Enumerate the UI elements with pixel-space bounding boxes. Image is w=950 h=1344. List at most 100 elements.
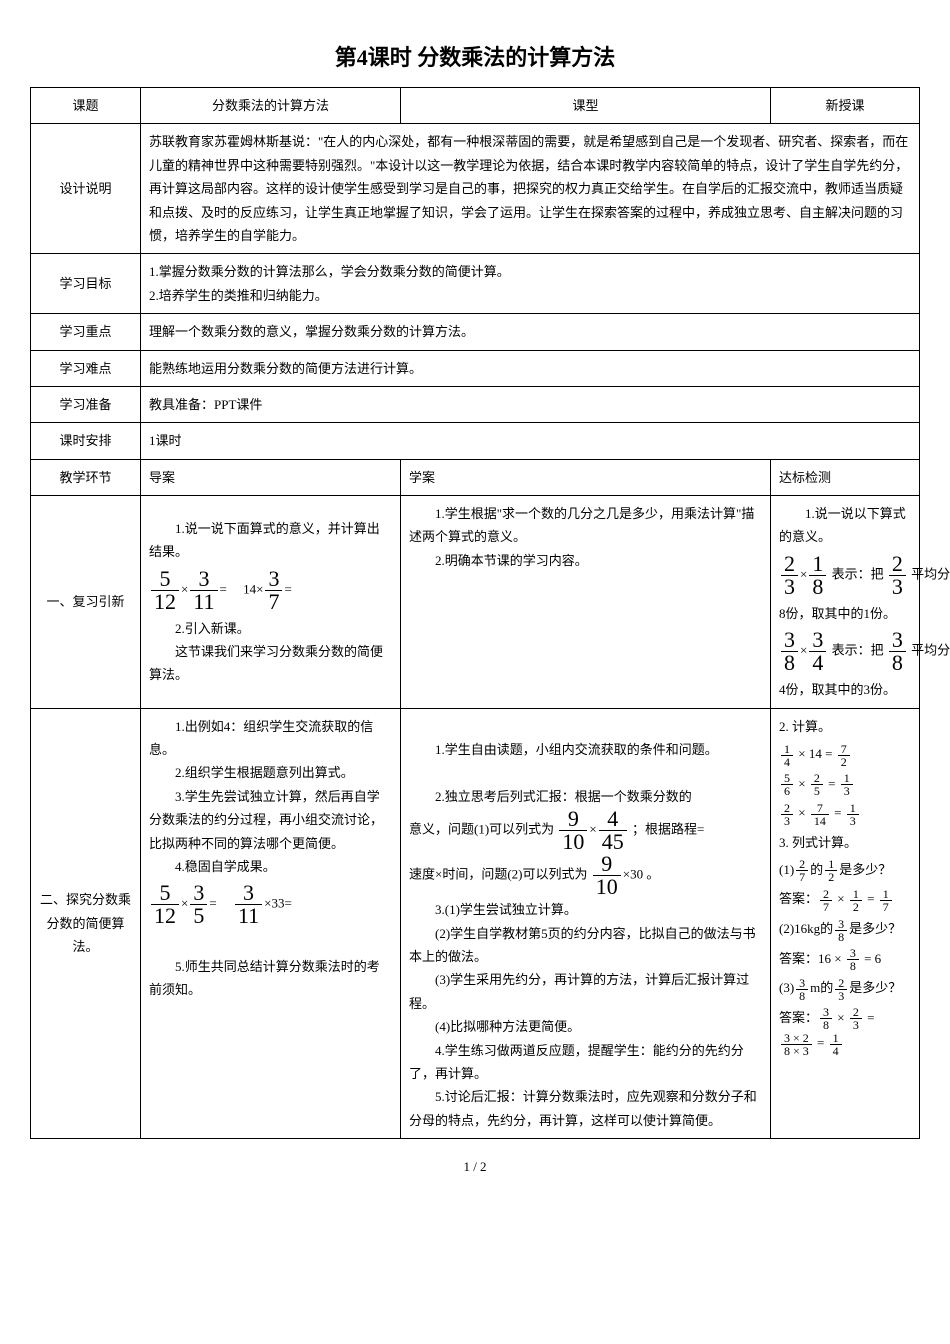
- fraction: 27: [796, 858, 808, 883]
- text-line: 1.学生自由读题，小组内交流获取的条件和问题。: [409, 738, 762, 761]
- fraction: 23: [781, 553, 798, 598]
- fraction: 38: [820, 1006, 832, 1031]
- difficulty-content: 能熟练地运用分数乘分数的简便方法进行计算。: [141, 350, 920, 386]
- table-row: 学习难点 能熟练地运用分数乘分数的简便方法进行计算。: [31, 350, 920, 386]
- table-row: 学习重点 理解一个数乘分数的意义，掌握分数乘分数的计算方法。: [31, 314, 920, 350]
- section2-xueAn: 1.学生自由读题，小组内交流获取的条件和问题。 2.独立思考后列式汇报：根据一个…: [401, 708, 771, 1138]
- text-line: 2. 计算。: [779, 715, 911, 738]
- text-line: 2.组织学生根据题意列出算式。: [149, 761, 392, 784]
- table-row: 教学环节 导案 学案 达标检测: [31, 459, 920, 495]
- text-line: (4)比拟哪种方法更简便。: [409, 1015, 762, 1038]
- section2-daoAn: 1.出例如4：组织学生交流获取的信息。 2.组织学生根据题意列出算式。 3.学生…: [141, 708, 401, 1138]
- text-line: 5.师生共同总结计算分数乘法时的考前须知。: [149, 955, 392, 1002]
- fraction: 38: [796, 977, 808, 1002]
- section2-label: 二、探究分数乘分数的简便算法。: [31, 708, 141, 1138]
- question: (1)27的12是多少？: [779, 858, 911, 884]
- lesson-plan-table: 课题 分数乘法的计算方法 课型 新授课 设计说明 苏联教育家苏霍姆林斯基说："在…: [30, 87, 920, 1139]
- type-label: 课型: [401, 88, 771, 124]
- fraction: 38: [847, 947, 859, 972]
- page-title: 第4课时 分数乘法的计算方法: [30, 40, 920, 72]
- fraction: 910: [593, 853, 621, 898]
- answer: 答案：38 × 23 = 3 × 28 × 3 = 14: [779, 1006, 911, 1057]
- fraction: 714: [811, 802, 829, 827]
- fraction: 56: [781, 772, 793, 797]
- fraction: 13: [841, 772, 853, 797]
- fraction: 910: [559, 808, 587, 853]
- topic-value: 分数乘法的计算方法: [141, 88, 401, 124]
- design-label: 设计说明: [31, 124, 141, 254]
- text-line: 4份，取其中的3份。: [779, 678, 911, 701]
- fraction: 311: [235, 882, 262, 927]
- fraction: 3 × 28 × 3: [781, 1032, 812, 1057]
- table-row: 二、探究分数乘分数的简便算法。 1.出例如4：组织学生交流获取的信息。 2.组织…: [31, 708, 920, 1138]
- equation: 38×34 表示：把 38 平均分成: [779, 629, 911, 674]
- section1-dabiao: 1.说一说以下算式的意义。 23×18 表示：把 23 平均分成 8份，取其中的…: [771, 496, 920, 709]
- fraction: 38: [889, 629, 906, 674]
- prep-label: 学习准备: [31, 386, 141, 422]
- table-row: 课题 分数乘法的计算方法 课型 新授课: [31, 88, 920, 124]
- objective-content: 1.掌握分数乘分数的计算法那么，学会分数乘分数的简便计算。 2.培养学生的类推和…: [141, 254, 920, 314]
- topic-label: 课题: [31, 88, 141, 124]
- equation: 14 × 14 = 72: [779, 742, 911, 768]
- table-row: 课时安排 1课时: [31, 423, 920, 459]
- text-line: 1.学生根据"求一个数的几分之几是多少，用乘法计算"描述两个算式的意义。: [409, 502, 762, 549]
- fraction: 445: [599, 808, 627, 853]
- equation: 56 × 25 = 13: [779, 772, 911, 798]
- fraction: 27: [820, 888, 832, 913]
- text-line: 4.学生练习做两道反应题，提醒学生：能约分的先约分了，再计算。: [409, 1039, 762, 1086]
- text-line: (2)学生自学教材第5页的约分内容，比拟自己的做法与书本上的做法。: [409, 922, 762, 969]
- text-line: 5.讨论后汇报：计算分数乘法时，应先观察和分数分子和分母的特点，先约分，再计算，…: [409, 1085, 762, 1132]
- table-row: 一、复习引新 1.说一说下面算式的意义，并计算出结果。 512×311= 14×…: [31, 496, 920, 709]
- fraction: 17: [880, 888, 892, 913]
- fraction: 23: [781, 802, 793, 827]
- fraction: 512: [151, 568, 179, 613]
- equation: 23 × 714 = 13: [779, 801, 911, 827]
- schedule-label: 课时安排: [31, 423, 141, 459]
- equation: 512×311= 14×37=: [149, 568, 392, 613]
- fraction: 25: [811, 772, 823, 797]
- objective-label: 学习目标: [31, 254, 141, 314]
- fraction: 23: [889, 553, 906, 598]
- fraction: 72: [838, 743, 850, 768]
- table-row: 设计说明 苏联教育家苏霍姆林斯基说："在人的内心深处，都有一种根深蒂固的需要，就…: [31, 124, 920, 254]
- answer: 答案：27 × 12 = 17: [779, 887, 911, 913]
- text-line: 3. 列式计算。: [779, 831, 911, 854]
- text-line: 8份，取其中的1份。: [779, 602, 911, 625]
- xueAn-header: 学案: [401, 459, 771, 495]
- keypoint-label: 学习重点: [31, 314, 141, 350]
- fraction: 12: [850, 888, 862, 913]
- text-line: 1.出例如4：组织学生交流获取的信息。: [149, 715, 392, 762]
- fraction: 35: [190, 882, 207, 927]
- text-line: 3.学生先尝试独立计算，然后再自学分数乘法的约分过程，再小组交流讨论，比拟两种不…: [149, 785, 392, 855]
- text-line: 4.稳固自学成果。: [149, 855, 392, 878]
- fraction: 14: [830, 1032, 842, 1057]
- fraction: 18: [809, 553, 826, 598]
- fraction: 23: [835, 977, 847, 1002]
- prep-content: 教具准备：PPT课件: [141, 386, 920, 422]
- section1-xueAn: 1.学生根据"求一个数的几分之几是多少，用乘法计算"描述两个算式的意义。 2.明…: [401, 496, 771, 709]
- equation: 23×18 表示：把 23 平均分成: [779, 553, 911, 598]
- section1-label: 一、复习引新: [31, 496, 141, 709]
- fraction: 12: [825, 858, 837, 883]
- fraction: 38: [835, 918, 847, 943]
- text-line: 2.独立思考后列式汇报：根据一个数乘分数的: [409, 785, 762, 808]
- text-line: 1.掌握分数乘分数的计算法那么，学会分数乘分数的简便计算。: [149, 260, 911, 283]
- section1-daoAn: 1.说一说下面算式的意义，并计算出结果。 512×311= 14×37= 2.引…: [141, 496, 401, 709]
- question: (2)16kg的38是多少？: [779, 917, 911, 943]
- table-row: 学习准备 教具准备：PPT课件: [31, 386, 920, 422]
- dabiao-header: 达标检测: [771, 459, 920, 495]
- daoAn-header: 导案: [141, 459, 401, 495]
- text-line: 1.说一说下面算式的意义，并计算出结果。: [149, 517, 392, 564]
- fraction: 512: [151, 882, 179, 927]
- text-line: 这节课我们来学习分数乘分数的简便算法。: [149, 640, 392, 687]
- text-line: 2.明确本节课的学习内容。: [409, 549, 762, 572]
- text-line: 3.(1)学生尝试独立计算。: [409, 898, 762, 921]
- page-number: 1 / 2: [30, 1159, 920, 1175]
- fraction: 13: [847, 802, 859, 827]
- section2-dabiao: 2. 计算。 14 × 14 = 72 56 × 25 = 13 23 × 71…: [771, 708, 920, 1138]
- fraction: 23: [850, 1006, 862, 1031]
- fraction: 311: [190, 568, 217, 613]
- text-line: 2.引入新课。: [149, 617, 392, 640]
- text-line: 1.说一说以下算式的意义。: [779, 502, 911, 549]
- answer: 答案：16 × 38 = 6: [779, 947, 911, 973]
